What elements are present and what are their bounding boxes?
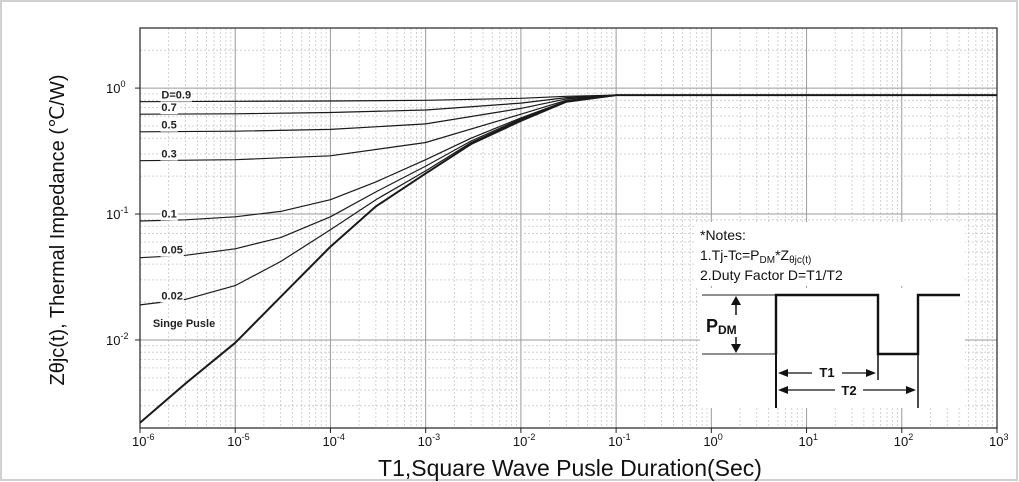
notes-line-1: 1.Tj-Tc=PDM*Zθjc(t) [700, 247, 811, 266]
curve-label-background [160, 102, 178, 115]
t2-arrow-right [906, 386, 916, 394]
y-tick-exponent: 0 [120, 79, 125, 89]
x-tick-exponent: 3 [1003, 432, 1008, 442]
curve-label-background [160, 290, 184, 303]
curve-label-3: 0.5 [161, 120, 176, 132]
x-tick-exponent: 0 [718, 432, 723, 442]
x-tick-labels: 10-6 10-5 10-4 10-3 10-2 10-1 100 101 102 103 [132, 428, 1008, 449]
curve-label-8: Singe Pusle [153, 318, 215, 330]
x-tick-base: 10 [894, 434, 908, 449]
y-tick-exponent: -1 [120, 205, 128, 215]
x-tick-label-7: 101 [799, 432, 818, 449]
t2-label-background [835, 382, 863, 398]
x-tick-label-4: 10-2 [513, 432, 535, 449]
pulse-background [700, 288, 965, 408]
y-tick-base: 10 [106, 207, 120, 222]
notes-line-1-prefix: 1.Tj-Tc=P [700, 247, 760, 263]
x-tick-label-3: 10-3 [418, 432, 440, 449]
t1-label: T1 [819, 365, 834, 380]
notes-line-2: 2.Duty Factor D=T1/T2 [700, 267, 843, 283]
y-tick-base: 10 [106, 333, 120, 348]
x-tick-exponent: -6 [146, 432, 154, 442]
x-tick-label-5: 10-1 [608, 432, 630, 449]
x-tick-label-6: 100 [703, 432, 722, 449]
curve-label-6: 0.05 [161, 245, 182, 257]
pdm-label-sub: DM [718, 323, 737, 337]
y-tick-label-1: 10-1 [106, 205, 128, 222]
pdm-label-main: P [706, 316, 718, 336]
pulse-diagram: PDM T1 T2 [700, 288, 965, 408]
pdm-label-background [704, 315, 768, 337]
x-tick-base: 10 [703, 434, 717, 449]
curves [139, 94, 997, 424]
t2-label: T2 [841, 383, 856, 398]
x-tick-exponent: 2 [908, 432, 913, 442]
y-tick-base: 10 [106, 81, 120, 96]
curve-label-7: 0.02 [161, 291, 182, 303]
x-tick-base: 10 [989, 434, 1003, 449]
notes-background [695, 222, 965, 286]
curve-label-background [160, 208, 178, 221]
x-tick-base: 10 [799, 434, 813, 449]
x-tick-label-1: 10-5 [227, 432, 249, 449]
x-tick-base: 10 [227, 434, 241, 449]
y-tick-label-2: 10-2 [106, 331, 128, 348]
x-tick-exponent: -1 [623, 432, 631, 442]
x-tick-label-2: 10-4 [322, 432, 344, 449]
pdm-label: PDM [706, 316, 737, 337]
x-tick-label-9: 103 [989, 432, 1008, 449]
curve-8 [139, 94, 997, 424]
notes-line-1-mid: *Z [775, 247, 789, 263]
curve-labels: D=0.90.7 0.5 0.3 0.1 0.05 0.02 Singe Pusle [151, 89, 217, 330]
y-tick-label-0: 100 [106, 79, 125, 96]
curve-label-4: 0.3 [161, 149, 176, 161]
curve-label-background [160, 119, 178, 132]
notes-line-1-sub: DM [760, 255, 776, 266]
x-tick-base: 10 [132, 434, 146, 449]
notes-line-1-sub2: θjc(t) [789, 255, 811, 266]
x-tick-exponent: -2 [527, 432, 535, 442]
curve-label-1: D=0.9 [161, 90, 191, 102]
x-tick-label-0: 10-6 [132, 432, 154, 449]
t1-label-background [812, 364, 842, 380]
x-tick-label-8: 102 [894, 432, 913, 449]
x-tick-exponent: -5 [242, 432, 250, 442]
t1-arrow-right [866, 369, 876, 377]
x-tick-exponent: -4 [337, 432, 345, 442]
pdm-arrow-down [731, 344, 741, 353]
plot-area [139, 27, 998, 429]
x-tick-base: 10 [322, 434, 336, 449]
pdm-arrow-up [731, 296, 741, 305]
curve-label-background [160, 148, 178, 161]
curve-label-background [151, 317, 217, 330]
y-tick-exponent: -2 [120, 331, 128, 341]
x-tick-exponent: -3 [432, 432, 440, 442]
y-axis-title: Zθjc(t), Thermal Impedance (℃/W) [47, 74, 69, 385]
t2-arrow-left [778, 386, 788, 394]
x-axis-title: T1,Square Wave Pusle Duration(Sec) [378, 455, 762, 481]
curve-label-2: 0.7 [161, 102, 176, 114]
curve-label-background [160, 89, 193, 102]
t1-arrow-left [778, 369, 788, 377]
x-tick-base: 10 [513, 434, 527, 449]
curve-label-background [160, 244, 184, 257]
curve-label-5: 0.1 [161, 208, 176, 220]
x-tick-exponent: 1 [813, 432, 818, 442]
notes-title: *Notes: [700, 227, 746, 243]
x-tick-base: 10 [418, 434, 432, 449]
notes-block: *Notes: 1.Tj-Tc=PDM*Zθjc(t) 2.Duty Facto… [695, 222, 965, 286]
x-tick-base: 10 [608, 434, 622, 449]
